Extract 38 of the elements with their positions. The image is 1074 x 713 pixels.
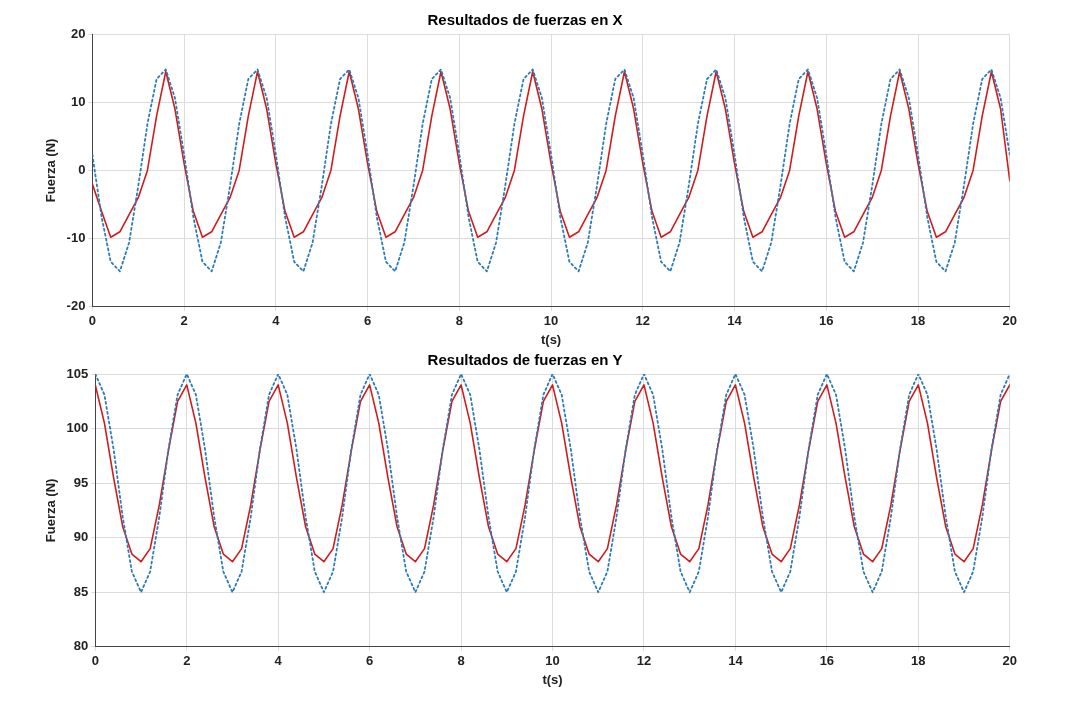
y-axis-title: Fuerza (N) xyxy=(43,138,59,203)
y-tick-label: 20 xyxy=(70,25,86,41)
x-tick-label: 10 xyxy=(545,653,560,669)
y-tick-label: 95 xyxy=(73,474,89,490)
x-tick-label: 20 xyxy=(1002,653,1017,669)
y-tick-label: 0 xyxy=(78,161,86,177)
y-tick-label: 100 xyxy=(66,420,89,436)
x-tick-label: 16 xyxy=(819,313,834,329)
y-tick-label: -20 xyxy=(66,298,86,314)
x-tick-label: 20 xyxy=(1002,313,1017,329)
x-tick-label: 2 xyxy=(180,313,188,329)
y-tick-label: -10 xyxy=(66,230,86,246)
x-tick-label: 4 xyxy=(274,653,283,669)
x-tick-label: 6 xyxy=(363,313,372,329)
chart-title: Resultados de fuerzas en Y xyxy=(427,351,623,369)
x-tick-label: 14 xyxy=(728,653,744,669)
y-tick-label: 105 xyxy=(66,365,89,381)
x-tick-label: 14 xyxy=(727,313,743,329)
y-axis-title: Fuerza (N) xyxy=(43,478,59,543)
x-tick-label: 18 xyxy=(911,653,926,669)
x-tick-label: 8 xyxy=(455,313,463,329)
y-tick-label: 10 xyxy=(70,93,86,109)
chart-title: Resultados de fuerzas en X xyxy=(427,11,623,29)
x-axis-title: t(s) xyxy=(540,331,562,347)
x-tick-label: 6 xyxy=(366,653,374,669)
y-tick-label: 80 xyxy=(73,638,89,654)
y-tick-label: 90 xyxy=(73,529,89,545)
x-tick-label: 10 xyxy=(543,313,559,329)
x-axis-title: t(s) xyxy=(542,671,563,687)
x-tick-label: 12 xyxy=(635,313,651,329)
x-tick-label: 12 xyxy=(636,653,652,669)
y-tick-label: 85 xyxy=(73,583,89,599)
x-tick-label: 2 xyxy=(183,653,191,669)
x-tick-label: 8 xyxy=(457,653,465,669)
x-tick-label: 4 xyxy=(272,313,281,329)
x-tick-label: 0 xyxy=(91,653,99,669)
x-tick-label: 16 xyxy=(819,653,835,669)
x-tick-label: 18 xyxy=(910,313,926,329)
